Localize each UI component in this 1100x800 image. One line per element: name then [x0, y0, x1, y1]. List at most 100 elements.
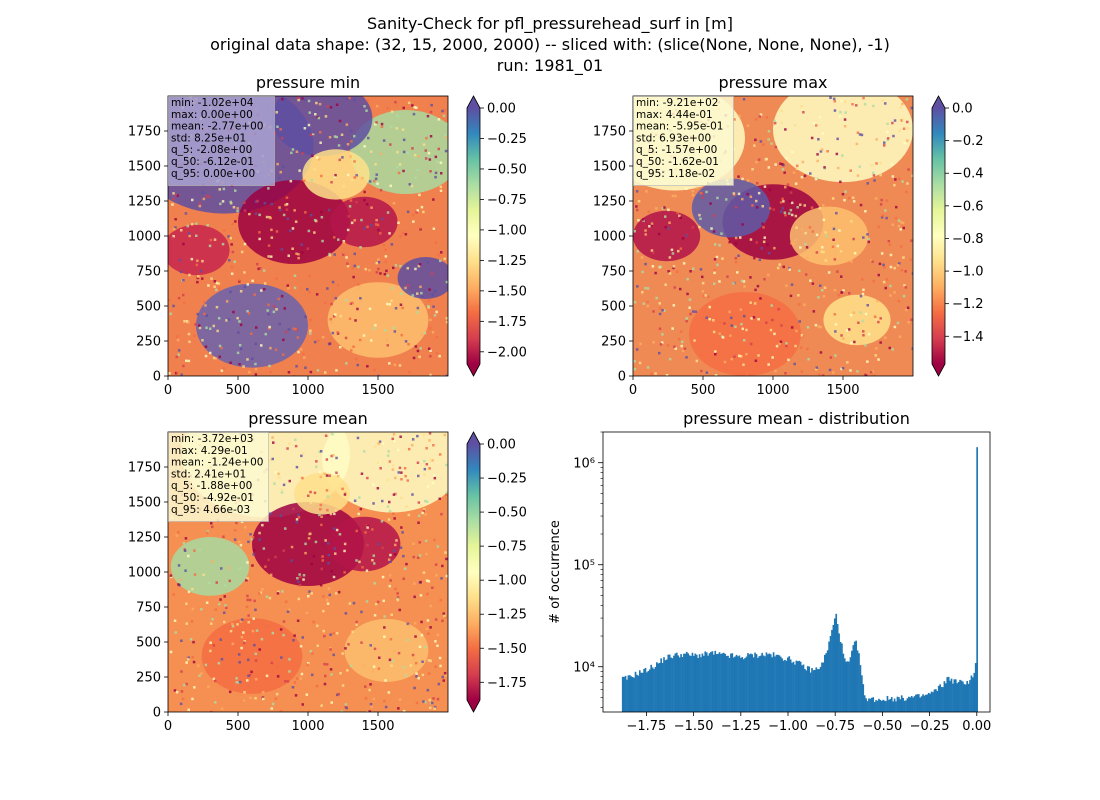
- heatmap-speckle: [815, 251, 819, 254]
- heatmap-speckle: [180, 690, 184, 693]
- heatmap-speckle: [185, 359, 188, 362]
- heatmap-speckle: [191, 222, 194, 226]
- heatmap-speckle: [891, 121, 894, 125]
- heatmap-speckle: [713, 282, 716, 285]
- heatmap-speckle: [393, 363, 397, 367]
- heatmap-speckle: [644, 229, 647, 232]
- histogram-bar: [953, 679, 956, 712]
- heatmap-speckle: [190, 257, 194, 261]
- heatmap-speckle: [907, 168, 910, 171]
- heatmap-speckle: [861, 292, 865, 296]
- colorbar-tick-label: −0.25: [487, 472, 527, 487]
- y-tick-label: 10⁵: [573, 559, 595, 574]
- heatmap-speckle: [434, 175, 437, 179]
- heatmap-region-6: [344, 618, 429, 682]
- heatmap-speckle: [231, 222, 234, 226]
- heatmap-speckle: [236, 351, 240, 355]
- heatmap-speckle: [332, 575, 336, 579]
- heatmap-speckle: [366, 365, 369, 368]
- heatmap-speckle: [229, 200, 232, 204]
- heatmap-speckle: [393, 330, 397, 333]
- heatmap-speckle: [870, 164, 874, 167]
- heatmap-speckle: [386, 211, 390, 214]
- heatmap-speckle: [215, 581, 218, 584]
- histogram-bar: [868, 698, 870, 712]
- heatmap-speckle: [254, 373, 258, 376]
- heatmap-speckle: [439, 598, 443, 602]
- heatmap-speckle: [734, 260, 738, 264]
- heatmap-speckle: [292, 639, 295, 642]
- heatmap-speckle: [785, 342, 788, 345]
- heatmap-speckle: [297, 253, 300, 256]
- heatmap-speckle: [342, 253, 345, 257]
- heatmap-speckle: [381, 546, 384, 550]
- heatmap-speckle: [333, 574, 336, 577]
- heatmap-speckle: [668, 272, 672, 275]
- heatmap-speckle: [336, 693, 339, 697]
- heatmap-speckle: [906, 120, 909, 124]
- heatmap-speckle: [888, 346, 891, 350]
- heatmap-speckle: [379, 272, 382, 275]
- heatmap-speckle: [333, 236, 336, 239]
- heatmap-speckle: [674, 347, 677, 350]
- heatmap-speckle: [900, 269, 904, 272]
- histogram-bar: [879, 699, 882, 712]
- heatmap-speckle: [779, 340, 783, 343]
- heatmap-speckle: [198, 324, 201, 327]
- heatmap-speckle: [658, 312, 662, 316]
- heatmap-speckle: [790, 283, 794, 286]
- heatmap-speckle: [898, 129, 901, 132]
- heatmap-speckle: [309, 650, 313, 653]
- heatmap-speckle: [437, 682, 441, 686]
- heatmap-speckle: [323, 662, 326, 666]
- heatmap-speckle: [182, 364, 185, 368]
- heatmap-speckle: [880, 252, 884, 255]
- heatmap-speckle: [289, 179, 293, 183]
- heatmap-speckle: [833, 313, 837, 316]
- heatmap-speckle: [431, 293, 434, 297]
- heatmap-speckle: [893, 183, 896, 187]
- heatmap-speckle: [393, 549, 396, 552]
- heatmap-speckle: [278, 476, 281, 479]
- heatmap-speckle: [755, 206, 759, 209]
- heatmap-speckle: [440, 172, 443, 175]
- heatmap-speckle: [175, 335, 179, 338]
- histogram-bar: [852, 645, 855, 712]
- heatmap-speckle: [271, 436, 274, 439]
- heatmap-speckle: [424, 539, 428, 543]
- heatmap-speckle: [698, 225, 701, 229]
- heatmap-speckle: [238, 661, 241, 664]
- histogram-bar: [839, 642, 842, 712]
- histogram-bar: [656, 662, 658, 712]
- heatmap-speckle: [173, 228, 176, 231]
- heatmap-speckle: [784, 185, 787, 189]
- heatmap-speckle: [291, 148, 295, 151]
- heatmap-speckle: [312, 620, 315, 624]
- heatmap-region-2: [252, 502, 364, 586]
- heatmap-speckle: [275, 277, 278, 280]
- heatmap-speckle: [715, 255, 719, 259]
- x-tick-label: 1000: [291, 383, 324, 398]
- heatmap-speckle: [212, 677, 216, 681]
- heatmap-speckle: [268, 596, 272, 600]
- x-tick-label: 0: [164, 383, 172, 398]
- histogram-bar: [846, 661, 849, 712]
- heatmap-speckle: [832, 227, 836, 231]
- heatmap-speckle: [389, 553, 392, 557]
- heatmap-speckle: [317, 116, 321, 120]
- heatmap-speckle: [334, 592, 338, 595]
- heatmap-speckle: [315, 465, 318, 469]
- heatmap-speckle: [390, 110, 394, 113]
- suptitle-line-1: Sanity-Check for pfl_pressurehead_surf i…: [367, 14, 733, 34]
- histogram-bar: [935, 689, 937, 712]
- heatmap-speckle: [295, 465, 299, 469]
- heatmap-speckle: [299, 677, 302, 680]
- heatmap-speckle: [433, 705, 437, 709]
- heatmap-speckle: [419, 594, 423, 597]
- heatmap-speckle: [397, 171, 401, 175]
- heatmap-speckle: [751, 204, 754, 207]
- heatmap-speckle: [329, 668, 333, 671]
- heatmap-speckle: [377, 667, 381, 670]
- heatmap-speckle: [392, 202, 396, 205]
- heatmap-speckle: [349, 302, 353, 305]
